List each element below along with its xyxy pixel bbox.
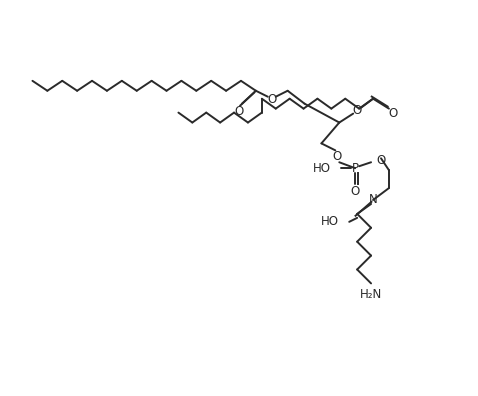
- Text: O: O: [234, 105, 244, 118]
- Text: H₂N: H₂N: [360, 288, 382, 301]
- Text: O: O: [350, 185, 360, 198]
- Text: N: N: [369, 194, 378, 206]
- Text: O: O: [353, 104, 362, 117]
- Text: O: O: [267, 93, 276, 106]
- Text: O: O: [376, 154, 385, 167]
- Text: P: P: [352, 162, 358, 175]
- Text: HO: HO: [321, 215, 339, 228]
- Text: O: O: [388, 107, 398, 120]
- Text: O: O: [333, 150, 342, 163]
- Text: HO: HO: [314, 162, 331, 175]
